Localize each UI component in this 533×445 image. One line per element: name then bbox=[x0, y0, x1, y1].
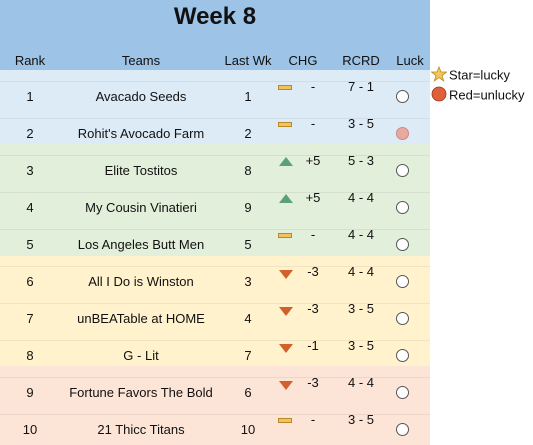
change-cell: - bbox=[310, 412, 316, 427]
down-arrow-icon bbox=[279, 381, 293, 390]
change-cell: -3 bbox=[307, 375, 319, 390]
legend-lucky-label: Star=lucky bbox=[449, 67, 511, 83]
rank-cell: 7 bbox=[26, 311, 34, 326]
last-week-cell: 5 bbox=[244, 237, 252, 252]
row-divider bbox=[0, 81, 430, 82]
power-rankings-sheet: Week 8 Rank Teams Last Wk CHG RCRD Luck … bbox=[0, 0, 430, 445]
header-band bbox=[0, 0, 430, 70]
header-last-wk: Last Wk bbox=[224, 53, 272, 68]
luck-indicator bbox=[396, 349, 409, 362]
legend-unlucky: Red=unlucky bbox=[431, 86, 525, 106]
down-arrow-icon bbox=[279, 344, 293, 353]
header-teams: Teams bbox=[121, 53, 161, 68]
tier-band-peach bbox=[0, 366, 430, 445]
change-cell: -3 bbox=[307, 301, 319, 316]
no-change-icon bbox=[278, 233, 292, 238]
row-divider bbox=[0, 192, 430, 193]
unlucky-indicator bbox=[396, 127, 409, 140]
change-cell: - bbox=[310, 227, 316, 242]
luck-indicator bbox=[396, 386, 409, 399]
record-cell: 7 - 1 bbox=[347, 79, 374, 94]
row-divider bbox=[0, 340, 430, 341]
rank-cell: 4 bbox=[26, 200, 34, 215]
team-name: Avacado Seeds bbox=[95, 89, 187, 104]
row-divider bbox=[0, 155, 430, 156]
record-cell: 5 - 3 bbox=[347, 153, 374, 168]
legend-lucky: Star=lucky bbox=[430, 65, 511, 86]
rank-cell: 2 bbox=[26, 126, 34, 141]
team-name: Los Angeles Butt Men bbox=[77, 237, 205, 252]
rank-cell: 9 bbox=[26, 385, 34, 400]
row-divider bbox=[0, 377, 430, 378]
rank-cell: 8 bbox=[26, 348, 34, 363]
team-name: Fortune Favors The Bold bbox=[69, 385, 213, 400]
record-cell: 3 - 5 bbox=[347, 116, 374, 131]
tier-band-blue bbox=[0, 70, 430, 144]
record-cell: 3 - 5 bbox=[347, 412, 374, 427]
last-week-cell: 6 bbox=[244, 385, 252, 400]
change-cell: - bbox=[310, 116, 316, 131]
down-arrow-icon bbox=[279, 307, 293, 316]
page-title: Week 8 bbox=[173, 3, 257, 30]
team-name: Rohit's Avocado Farm bbox=[77, 126, 205, 141]
last-week-cell: 2 bbox=[244, 126, 252, 141]
up-arrow-icon bbox=[279, 194, 293, 203]
row-divider bbox=[0, 266, 430, 267]
rank-cell: 5 bbox=[26, 237, 34, 252]
team-name: My Cousin Vinatieri bbox=[85, 200, 197, 215]
record-cell: 4 - 4 bbox=[347, 227, 374, 242]
red-circle-icon bbox=[431, 86, 447, 106]
row-divider bbox=[0, 229, 430, 230]
luck-indicator bbox=[396, 90, 409, 103]
team-name: Elite Tostitos bbox=[104, 163, 178, 178]
last-week-cell: 4 bbox=[244, 311, 252, 326]
header-chg: CHG bbox=[288, 53, 318, 68]
change-cell: +5 bbox=[305, 153, 321, 168]
last-week-cell: 8 bbox=[244, 163, 252, 178]
record-cell: 4 - 4 bbox=[347, 190, 374, 205]
team-name: unBEATable at HOME bbox=[77, 311, 205, 326]
tier-band-green bbox=[0, 144, 430, 256]
luck-indicator bbox=[396, 238, 409, 251]
team-name: 21 Thicc Titans bbox=[97, 422, 185, 437]
row-divider bbox=[0, 414, 430, 415]
tier-band-yellow bbox=[0, 256, 430, 366]
legend-unlucky-label: Red=unlucky bbox=[449, 87, 525, 103]
last-week-cell: 1 bbox=[244, 89, 252, 104]
record-cell: 4 - 4 bbox=[347, 375, 374, 390]
luck-indicator bbox=[396, 312, 409, 325]
last-week-cell: 7 bbox=[244, 348, 252, 363]
last-week-cell: 10 bbox=[240, 422, 256, 437]
record-cell: 3 - 5 bbox=[347, 301, 374, 316]
change-cell: -1 bbox=[307, 338, 319, 353]
record-cell: 4 - 4 bbox=[347, 264, 374, 279]
luck-indicator bbox=[396, 275, 409, 288]
no-change-icon bbox=[278, 122, 292, 127]
team-name: All I Do is Winston bbox=[88, 274, 194, 289]
row-divider bbox=[0, 303, 430, 304]
rank-cell: 6 bbox=[26, 274, 34, 289]
rank-cell: 10 bbox=[22, 422, 38, 437]
last-week-cell: 9 bbox=[244, 200, 252, 215]
rank-cell: 3 bbox=[26, 163, 34, 178]
last-week-cell: 3 bbox=[244, 274, 252, 289]
up-arrow-icon bbox=[279, 157, 293, 166]
luck-indicator bbox=[396, 201, 409, 214]
change-cell: +5 bbox=[305, 190, 321, 205]
header-rank: Rank bbox=[14, 53, 46, 68]
no-change-icon bbox=[278, 418, 292, 423]
record-cell: 3 - 5 bbox=[347, 338, 374, 353]
no-change-icon bbox=[278, 85, 292, 90]
luck-indicator bbox=[396, 164, 409, 177]
luck-indicator bbox=[396, 423, 409, 436]
header-rcrd: RCRD bbox=[342, 53, 380, 68]
change-cell: -3 bbox=[307, 264, 319, 279]
header-luck: Luck bbox=[396, 53, 424, 68]
row-divider bbox=[0, 118, 430, 119]
team-name: G - Lit bbox=[123, 348, 159, 363]
rank-cell: 1 bbox=[26, 89, 34, 104]
change-cell: - bbox=[310, 79, 316, 94]
star-icon bbox=[430, 65, 448, 86]
down-arrow-icon bbox=[279, 270, 293, 279]
